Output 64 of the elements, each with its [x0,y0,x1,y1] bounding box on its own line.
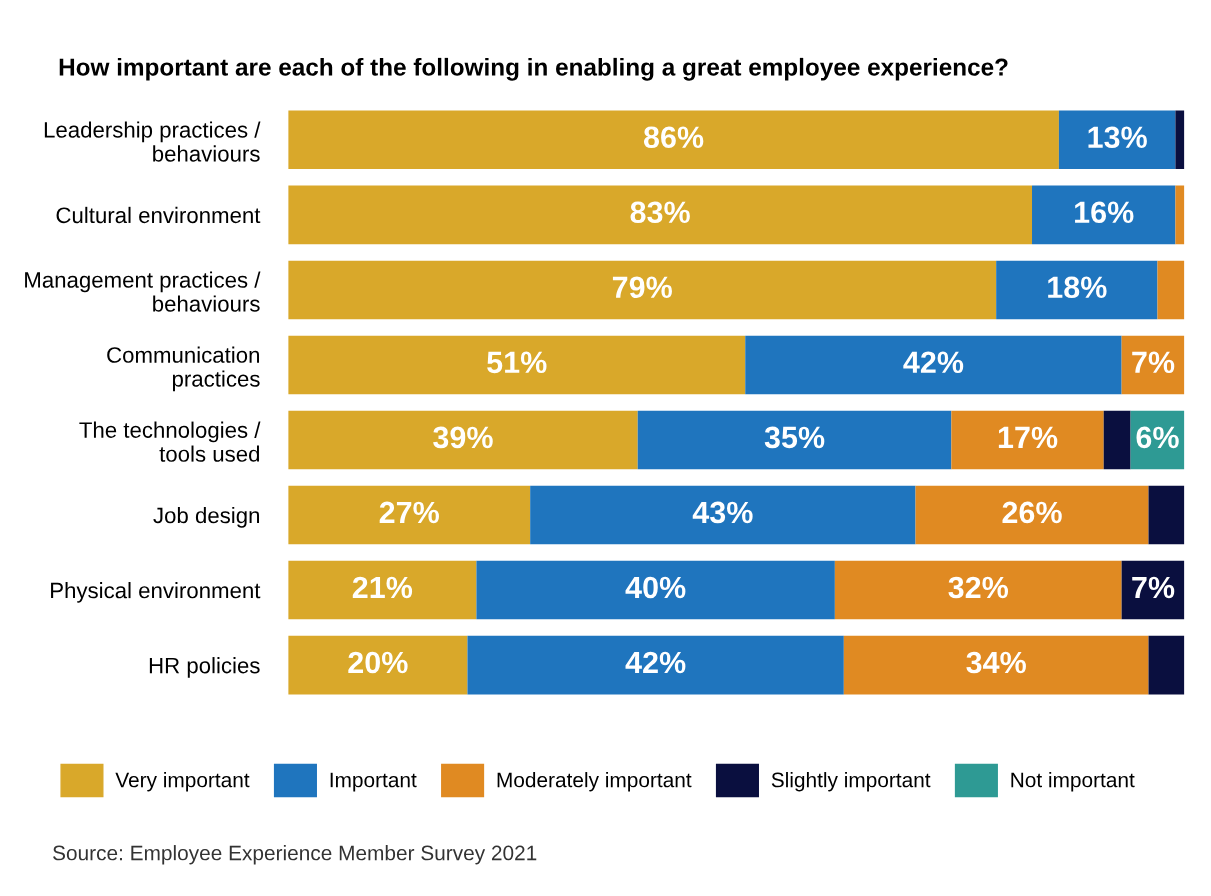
bar [1157,260,1185,320]
data-label: 35% [764,426,825,449]
bar [288,260,997,320]
bar [288,110,1059,170]
legend-label: Not important [1011,772,1135,792]
legend-label: Slightly important [771,772,931,792]
data-label: 13% [1088,126,1147,149]
y-tick-label: Communication practices [107,346,260,392]
bar [996,260,1158,320]
bar [288,635,468,695]
data-label: 27% [379,501,439,524]
legend-label: Moderately important [497,772,692,792]
data-label: 18% [1048,276,1107,299]
chart-title: How important are each of the following in enabling a great employee experience? [59,57,1008,81]
legend-label: Very important [115,772,250,792]
data-label: 79% [612,276,672,299]
data-label: 42% [625,651,686,674]
legend-label: Important [330,772,417,792]
y-tick-label: Leadership practices / behaviours [44,121,261,162]
data-label: 40% [625,576,686,599]
bar [288,485,531,545]
data-label: 20% [348,651,408,674]
bar [288,185,1033,245]
data-label: 7% [1132,576,1175,599]
data-label: 21% [352,576,413,599]
data-label: 86% [643,126,704,149]
bar [834,560,1122,620]
y-tick-label: Management practices / behaviours [25,271,261,312]
data-label: 83% [630,201,690,224]
bar [288,335,746,395]
bar [476,560,835,620]
data-label: 32% [948,576,1009,599]
data-label: 6% [1136,426,1179,449]
y-tick-label: Cultural environment [56,206,261,224]
bar [1058,110,1176,170]
bar [467,635,844,695]
data-label: 16% [1075,201,1134,224]
bar [637,410,952,470]
bar [288,560,477,620]
bar [915,485,1149,545]
bar [1148,485,1185,545]
data-label: 51% [487,351,547,374]
bar [288,410,638,470]
bar [951,410,1104,470]
data-label: 7% [1132,351,1175,374]
data-label: 34% [966,651,1026,674]
bar [843,635,1149,695]
data-label: 39% [433,426,493,449]
bar [745,335,1122,395]
y-tick-label: The technologies / tools used [79,421,261,462]
y-tick-label: HR policies [149,657,260,678]
bar [1103,410,1131,470]
y-tick-label: Physical environment [51,582,261,603]
bar [1148,635,1185,695]
data-label: 42% [903,351,964,374]
bar [1175,110,1185,170]
data-label: 43% [692,501,753,524]
bar [530,485,916,545]
y-tick-label: Job design [153,506,260,528]
bar [1032,185,1176,245]
bar [1175,185,1185,245]
source-note: Source: Employee Experience Member Survey 2021 [53,845,537,865]
data-label: 26% [1002,501,1062,524]
data-label: 17% [998,426,1058,449]
